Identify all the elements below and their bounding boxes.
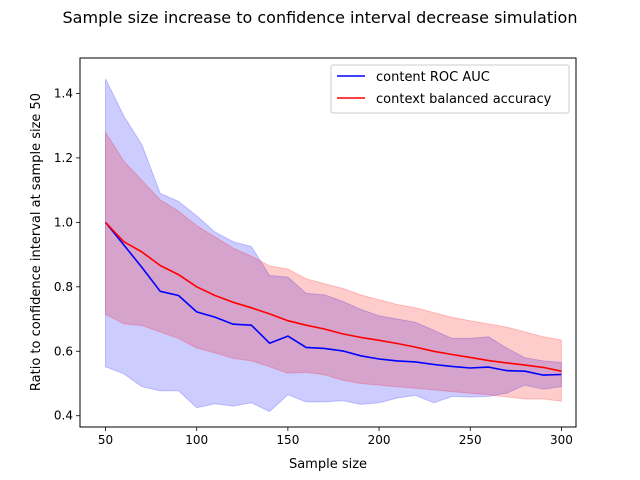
x-tick-label: 100 bbox=[185, 433, 208, 447]
x-tick-label: 200 bbox=[368, 433, 391, 447]
chart-title: Sample size increase to confidence inter… bbox=[63, 8, 578, 27]
x-tick-label: 50 bbox=[98, 433, 113, 447]
x-axis: 50 100 150 200 250 300 bbox=[98, 427, 573, 447]
y-tick-label: 0.8 bbox=[54, 280, 73, 294]
series-line-content-roc-auc bbox=[104, 221, 562, 376]
confidence-bands bbox=[105, 78, 562, 413]
x-tick-label: 150 bbox=[276, 433, 299, 447]
x-tick-label: 300 bbox=[550, 433, 573, 447]
y-tick-label: 1.0 bbox=[54, 215, 73, 229]
y-tick-label: 0.6 bbox=[54, 344, 73, 358]
y-axis: 0.4 0.6 0.8 1.0 1.2 1.4 bbox=[54, 86, 80, 423]
y-tick-label: 1.4 bbox=[54, 86, 73, 100]
legend-label-context-balanced-accuracy: context balanced accuracy bbox=[376, 92, 552, 107]
x-tick-label: 250 bbox=[459, 433, 482, 447]
y-tick-label: 0.4 bbox=[54, 409, 73, 423]
confidence-band-content-roc-auc bbox=[105, 78, 562, 413]
y-tick-label: 1.2 bbox=[54, 151, 73, 165]
legend: content ROC AUC context balanced accurac… bbox=[330, 64, 570, 114]
legend-box bbox=[330, 64, 570, 114]
plot-area-frame bbox=[79, 57, 577, 428]
series-lines bbox=[104, 221, 562, 376]
confidence-band-context-balanced-accuracy bbox=[105, 130, 562, 402]
series-line-context-balanced-accuracy bbox=[104, 221, 562, 372]
y-axis-label: Ratio to confidence interval at sample s… bbox=[29, 93, 44, 391]
legend-label-content-roc-auc: content ROC AUC bbox=[376, 70, 490, 85]
x-axis-label: Sample size bbox=[289, 457, 367, 472]
